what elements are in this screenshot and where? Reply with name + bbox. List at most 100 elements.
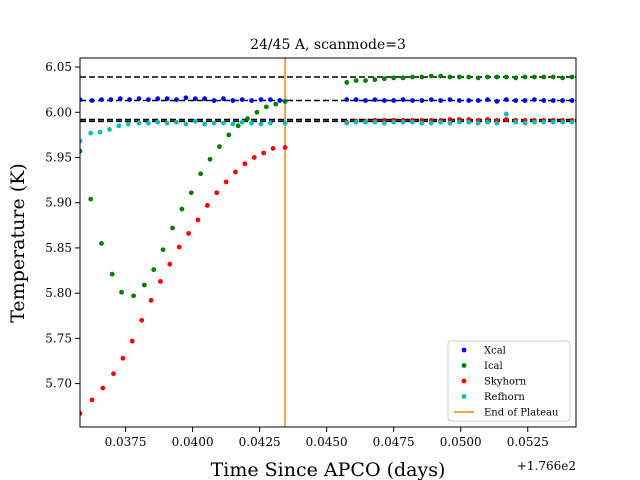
ical-point <box>188 190 194 196</box>
ical-point <box>217 144 222 150</box>
xcal-point <box>456 98 462 103</box>
ical-point <box>532 74 537 80</box>
xcal-point <box>136 96 142 102</box>
xcal-point <box>541 98 547 103</box>
xcal-point <box>202 96 208 102</box>
xcal-point <box>513 98 519 103</box>
refhorn-point <box>80 138 83 144</box>
skyhorn-point <box>261 150 267 156</box>
refhorn-point <box>513 119 519 125</box>
ical-point <box>466 74 472 80</box>
ical-point <box>419 74 425 80</box>
skyhorn-point <box>111 371 116 377</box>
refhorn-point <box>211 120 217 126</box>
refhorn-point <box>363 119 368 125</box>
ical-point <box>485 74 490 80</box>
refhorn-point <box>447 120 453 126</box>
skyhorn-point <box>148 297 154 303</box>
ical-point <box>207 156 213 162</box>
xcal-point <box>381 98 387 103</box>
skyhorn-point <box>195 217 201 223</box>
refhorn-point <box>569 119 575 125</box>
legend-label-ical: Ical <box>484 361 503 372</box>
legend-marker-ical <box>461 363 467 368</box>
legend-box <box>447 340 571 422</box>
refhorn-point <box>381 120 387 126</box>
refhorn-point <box>174 119 179 125</box>
xcal-point <box>99 97 104 103</box>
ical-point <box>522 74 528 80</box>
xcal-point <box>344 97 350 103</box>
ical-point <box>438 73 444 79</box>
xcal-point <box>183 95 189 101</box>
ical-point <box>447 74 453 80</box>
ical-point <box>170 225 175 231</box>
skyhorn-point <box>120 355 126 361</box>
ical-point <box>179 206 185 212</box>
y-tick-label: 5.80 <box>45 286 72 300</box>
ical-point <box>109 271 115 277</box>
ical-point <box>131 293 137 299</box>
y-tick-label: 5.85 <box>45 241 72 255</box>
legend-label-skyhorn: Skyhorn <box>484 377 527 388</box>
ical-point <box>151 267 157 273</box>
chart-title: 24/45 A, scanmode=3 <box>250 37 406 53</box>
refhorn-point <box>410 119 415 125</box>
xcal-point <box>192 96 198 102</box>
ical-point <box>141 282 147 288</box>
skyhorn-point <box>80 411 83 416</box>
legend-label-refhorn: Refhorn <box>484 392 525 403</box>
ical-point <box>428 73 434 79</box>
refhorn-point <box>494 120 500 126</box>
ical-point <box>88 196 94 202</box>
ical-point <box>254 109 260 115</box>
xcal-point <box>428 97 434 103</box>
skyhorn-point <box>214 190 220 196</box>
ical-point <box>363 78 368 84</box>
ical-point <box>282 99 288 104</box>
refhorn-point <box>202 121 208 127</box>
skyhorn-point <box>503 117 509 122</box>
y-tick-label: 6.05 <box>45 60 72 74</box>
xcal-point <box>410 98 415 103</box>
xcal-point <box>494 99 500 104</box>
xcal-point <box>532 97 537 103</box>
skyhorn-point <box>447 117 453 122</box>
ical-point <box>391 75 397 81</box>
skyhorn-point <box>204 203 210 208</box>
refhorn-point <box>88 130 94 136</box>
plot-area-content <box>80 58 576 427</box>
x-tick-label: 0.0400 <box>172 435 214 449</box>
ical-point <box>273 101 279 107</box>
ical-point <box>550 74 556 80</box>
skyhorn-point <box>282 145 288 150</box>
ical-point <box>569 74 575 80</box>
ical-point <box>99 241 104 246</box>
xcal-point <box>475 98 481 103</box>
refhorn-point <box>475 120 481 126</box>
ical-point <box>263 104 269 110</box>
skyhorn-point <box>176 244 182 250</box>
xcal-point <box>363 98 368 103</box>
xcal-point <box>447 97 453 103</box>
xcal-point <box>230 98 236 103</box>
refhorn-point <box>391 119 397 125</box>
xcal-point <box>89 98 95 103</box>
x-axis-offset-label: +1.766e2 <box>517 459 576 473</box>
y-axis-title: Temperature (K) <box>7 163 29 323</box>
skyhorn-point <box>158 278 163 284</box>
xcal-point <box>277 98 283 103</box>
y-tick-label: 5.70 <box>45 377 72 391</box>
xcal-point <box>221 96 226 102</box>
ical-point <box>119 289 124 295</box>
refhorn-point <box>258 121 264 127</box>
xcal-point <box>522 98 528 103</box>
ical-point <box>494 74 500 80</box>
xcal-point <box>372 97 378 103</box>
xcal-point <box>258 97 264 103</box>
legend-marker-skyhorn <box>461 378 467 384</box>
xcal-point <box>145 97 151 103</box>
refhorn-point <box>239 119 245 125</box>
skyhorn-point <box>270 146 276 151</box>
ical-point <box>80 148 83 154</box>
